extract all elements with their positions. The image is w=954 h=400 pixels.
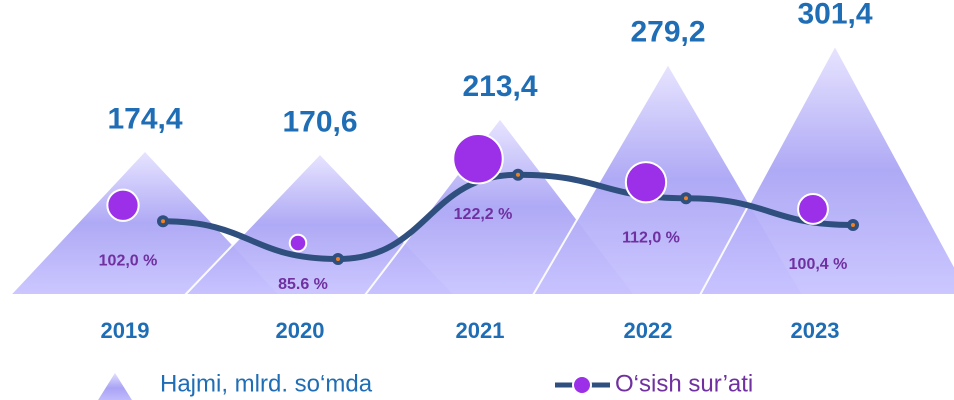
x-tick-label: 2021 [456,318,505,343]
growth-label: 102,0 % [99,252,158,269]
x-tick-label: 2019 [101,318,150,343]
x-tick-label: 2020 [276,318,325,343]
legend-icon [96,371,134,400]
bubble [452,132,504,185]
pyramid [182,152,458,296]
bubble [106,188,140,222]
bubble [288,233,308,253]
legend-label: Hajmi, mlrd. so‘mda [160,370,373,397]
growth-label: 100,4 % [789,256,848,273]
value-label: 301,4 [797,0,872,30]
growth-label: 122,2 % [454,206,513,223]
line-marker-dot [336,257,340,262]
value-label: 174,4 [107,102,182,135]
bubble [624,161,668,204]
line-marker-dot [851,222,855,227]
value-label: 279,2 [630,16,705,49]
growth-label: 112,0 % [622,229,680,246]
pyramid [698,43,954,296]
legend-icon [572,375,592,395]
bubble [797,193,829,225]
x-tick-label: 2022 [624,318,673,343]
pyramid [7,149,283,296]
legend-label: O‘sish sur’ati [615,370,753,397]
value-label: 213,4 [462,70,537,103]
line-marker-dot [161,219,165,224]
line-marker-dot [516,172,520,177]
line-marker-dot [684,196,688,201]
growth-line [162,171,854,263]
value-label: 170,6 [282,106,357,139]
x-tick-label: 2023 [791,318,840,343]
growth-label: 85.6 % [278,276,328,293]
